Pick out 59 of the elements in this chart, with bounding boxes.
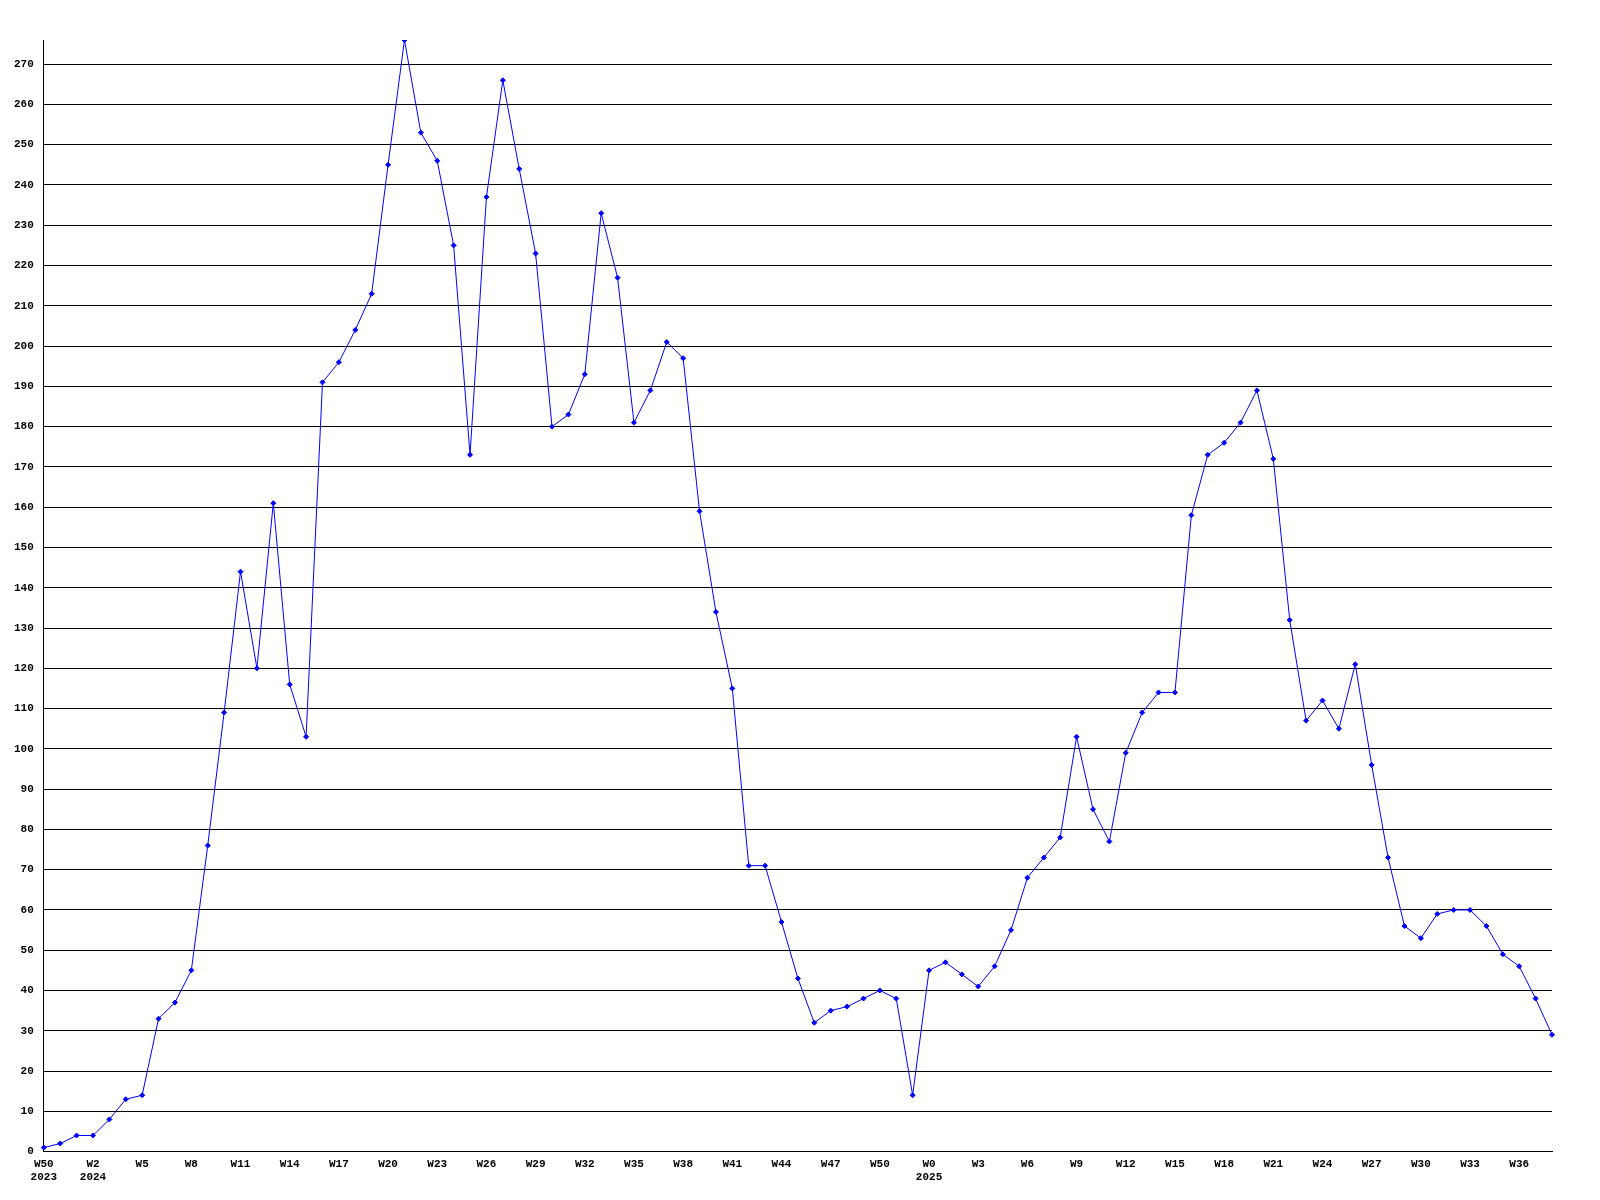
x-tick-label: W11 <box>230 1157 251 1170</box>
x-tick-label: W0 2025 <box>915 1157 943 1184</box>
y-tick-label: 220 <box>13 259 34 272</box>
x-tick-label: W27 <box>1361 1157 1382 1170</box>
y-tick-label: 20 <box>20 1064 34 1077</box>
x-tick-label: W20 <box>378 1157 398 1170</box>
y-tick-label: 90 <box>20 782 34 795</box>
x-tick-label: W30 <box>1410 1157 1431 1170</box>
y-tick-label: 230 <box>13 219 34 232</box>
y-tick-label: 120 <box>13 662 34 675</box>
x-tick-label: W50 2023 <box>30 1157 58 1184</box>
y-tick-label: 10 <box>20 1105 34 1118</box>
x-tick-label: W6 <box>1020 1157 1035 1170</box>
y-tick-label: 270 <box>13 57 34 70</box>
x-tick-label: W15 <box>1165 1157 1186 1170</box>
x-tick-label: W8 <box>184 1157 199 1170</box>
y-tick-label: 130 <box>13 621 34 634</box>
x-tick-label: W26 <box>476 1157 497 1170</box>
x-tick-label: W47 <box>820 1157 841 1170</box>
y-tick-label: 170 <box>13 460 34 473</box>
x-tick-label: W17 <box>328 1157 349 1170</box>
x-tick-label: W36 <box>1509 1157 1530 1170</box>
x-tick-label: W32 <box>574 1157 595 1170</box>
x-tick-label: W38 <box>673 1157 694 1170</box>
x-tick-label: W41 <box>722 1157 743 1170</box>
y-tick-label: 190 <box>13 380 34 393</box>
x-tick-label: W35 <box>624 1157 645 1170</box>
y-tick-label: 140 <box>13 581 34 594</box>
x-tick-label: W3 <box>971 1157 986 1170</box>
y-tick-label: 30 <box>20 1024 34 1037</box>
y-tick-label: 60 <box>20 903 34 916</box>
x-tick-label: W21 <box>1263 1157 1284 1170</box>
x-tick-label: W12 <box>1115 1157 1136 1170</box>
x-tick-label: W50 <box>869 1157 890 1170</box>
y-tick-label: 110 <box>13 702 34 715</box>
y-tick-label: 80 <box>20 823 34 836</box>
x-tick-label: W2 2024 <box>79 1157 107 1184</box>
y-tick-label: 40 <box>20 984 34 997</box>
y-tick-label: 250 <box>13 138 34 151</box>
y-tick-label: 180 <box>13 420 34 433</box>
x-tick-label: W23 <box>427 1157 448 1170</box>
y-tick-label: 50 <box>20 943 34 956</box>
x-tick-label: W44 <box>771 1157 792 1170</box>
y-tick-label: 100 <box>13 742 34 755</box>
y-tick-label: 210 <box>13 299 34 312</box>
y-tick-label: 240 <box>13 178 34 191</box>
y-tick-label: 0 <box>27 1145 34 1158</box>
y-tick-label: 260 <box>13 98 34 111</box>
x-tick-label: W9 <box>1069 1157 1084 1170</box>
x-tick-label: W5 <box>135 1157 150 1170</box>
x-tick-label: W14 <box>279 1157 300 1170</box>
y-tick-label: 160 <box>13 500 34 513</box>
x-tick-label: W18 <box>1214 1157 1235 1170</box>
y-tick-label: 200 <box>13 339 34 352</box>
x-tick-label: W29 <box>525 1157 546 1170</box>
y-tick-label: 70 <box>20 863 34 876</box>
x-tick-label: W24 <box>1312 1157 1333 1170</box>
x-tick-label: W33 <box>1460 1157 1481 1170</box>
y-tick-label: 150 <box>13 541 34 554</box>
